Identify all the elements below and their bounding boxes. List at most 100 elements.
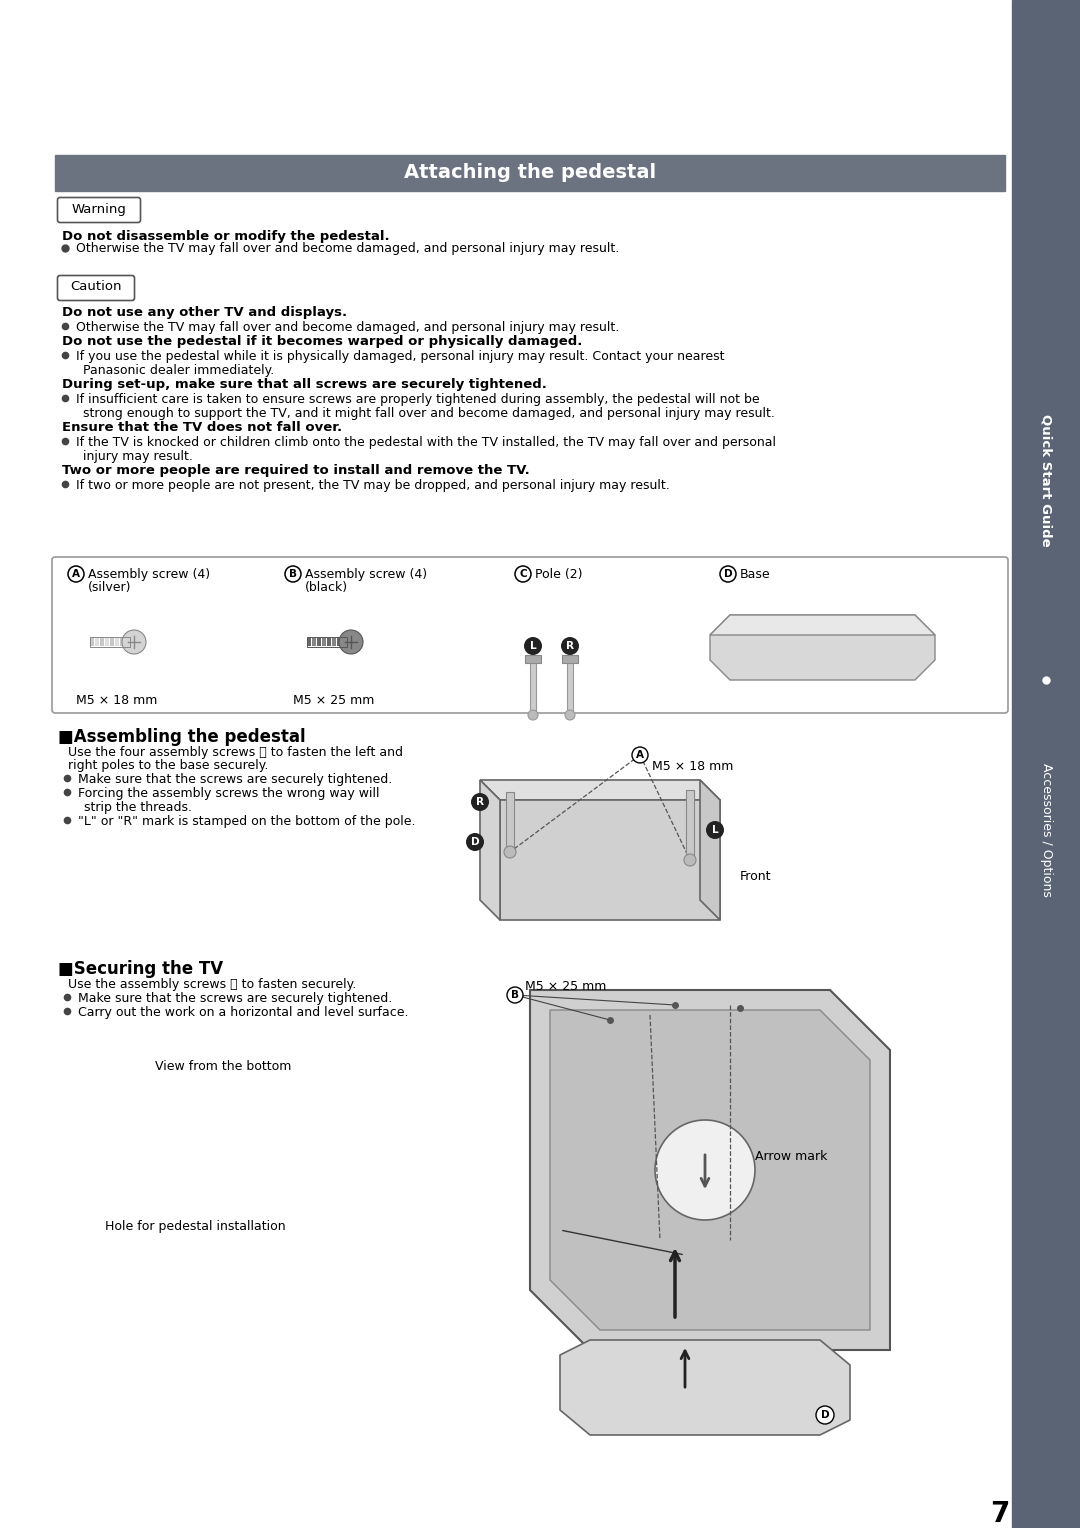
- Text: Ensure that the TV does not fall over.: Ensure that the TV does not fall over.: [62, 422, 342, 434]
- Polygon shape: [700, 779, 720, 920]
- Bar: [55, 154, 1005, 191]
- Text: If insufficient care is taken to ensure screws are properly tightened during ass: If insufficient care is taken to ensure …: [76, 393, 759, 406]
- Text: ■Securing the TV: ■Securing the TV: [58, 960, 224, 978]
- Text: L: L: [712, 825, 718, 834]
- Text: M5 × 18 mm: M5 × 18 mm: [652, 759, 733, 773]
- Text: Accessories / Options: Accessories / Options: [1039, 762, 1053, 897]
- Text: Carry out the work on a horizontal and level surface.: Carry out the work on a horizontal and l…: [78, 1005, 408, 1019]
- Text: Do not use any other TV and displays.: Do not use any other TV and displays.: [62, 306, 347, 319]
- Text: Warning: Warning: [71, 203, 126, 215]
- Bar: [125, 639, 129, 646]
- Bar: [90, 637, 130, 646]
- Circle shape: [504, 847, 516, 859]
- Circle shape: [507, 987, 523, 1002]
- Text: right poles to the base securely.: right poles to the base securely.: [68, 759, 268, 772]
- Text: ■Assembling the pedestal: ■Assembling the pedestal: [58, 727, 306, 746]
- Circle shape: [528, 711, 538, 720]
- Bar: [307, 639, 311, 646]
- Text: D: D: [724, 568, 732, 579]
- Circle shape: [565, 711, 575, 720]
- Text: Panasonic dealer immediately.: Panasonic dealer immediately.: [83, 364, 274, 377]
- Text: A: A: [72, 568, 80, 579]
- Bar: [90, 639, 94, 646]
- Text: If the TV is knocked or children climb onto the pedestal with the TV installed, : If the TV is knocked or children climb o…: [76, 435, 777, 449]
- Text: Otherwise the TV may fall over and become damaged, and personal injury may resul: Otherwise the TV may fall over and becom…: [76, 321, 619, 335]
- Text: Use the four assembly screws Ⓐ to fasten the left and: Use the four assembly screws Ⓐ to fasten…: [68, 746, 403, 759]
- Bar: [567, 660, 573, 715]
- FancyBboxPatch shape: [57, 275, 135, 301]
- Bar: [562, 656, 578, 663]
- Bar: [100, 639, 104, 646]
- Text: M5 × 25 mm: M5 × 25 mm: [525, 979, 606, 993]
- Bar: [337, 639, 341, 646]
- Text: R: R: [566, 642, 573, 651]
- Text: Front: Front: [740, 869, 771, 883]
- Text: strip the threads.: strip the threads.: [84, 801, 192, 814]
- Text: R: R: [476, 798, 484, 807]
- Text: B: B: [511, 990, 519, 999]
- Text: A: A: [636, 750, 644, 759]
- Polygon shape: [710, 614, 935, 680]
- Bar: [318, 639, 321, 646]
- Text: Caution: Caution: [70, 281, 122, 293]
- Circle shape: [561, 637, 579, 656]
- Text: D: D: [821, 1410, 829, 1420]
- Text: Forcing the assembly screws the wrong way will: Forcing the assembly screws the wrong wa…: [78, 787, 379, 801]
- Text: D: D: [471, 837, 480, 847]
- Polygon shape: [480, 779, 700, 900]
- Text: M5 × 25 mm: M5 × 25 mm: [293, 694, 375, 707]
- Text: injury may result.: injury may result.: [83, 451, 193, 463]
- Circle shape: [654, 1120, 755, 1219]
- Text: Assembly screw (4): Assembly screw (4): [87, 568, 211, 581]
- Circle shape: [524, 637, 542, 656]
- Bar: [332, 639, 336, 646]
- Text: Use the assembly screws Ⓑ to fasten securely.: Use the assembly screws Ⓑ to fasten secu…: [68, 978, 356, 992]
- Polygon shape: [480, 779, 500, 920]
- Text: M5 × 18 mm: M5 × 18 mm: [76, 694, 158, 707]
- Text: Do not disassemble or modify the pedestal.: Do not disassemble or modify the pedesta…: [62, 231, 390, 243]
- FancyBboxPatch shape: [57, 197, 140, 223]
- Text: If you use the pedestal while it is physically damaged, personal injury may resu: If you use the pedestal while it is phys…: [76, 350, 725, 364]
- Bar: [120, 639, 124, 646]
- Circle shape: [471, 793, 489, 811]
- Text: Do not use the pedestal if it becomes warped or physically damaged.: Do not use the pedestal if it becomes wa…: [62, 335, 582, 348]
- Bar: [327, 639, 330, 646]
- Circle shape: [720, 565, 735, 582]
- Text: Make sure that the screws are securely tightened.: Make sure that the screws are securely t…: [78, 992, 392, 1005]
- Text: 7: 7: [990, 1500, 1010, 1528]
- Text: Base: Base: [740, 568, 771, 581]
- Text: (black): (black): [305, 581, 348, 594]
- Bar: [110, 639, 114, 646]
- Text: Attaching the pedestal: Attaching the pedestal: [404, 163, 656, 182]
- Bar: [1012, 0, 1080, 1528]
- Bar: [525, 656, 541, 663]
- Text: Two or more people are required to install and remove the TV.: Two or more people are required to insta…: [62, 465, 530, 477]
- Text: Otherwise the TV may fall over and become damaged, and personal injury may resul: Otherwise the TV may fall over and becom…: [76, 241, 619, 255]
- Bar: [507, 792, 514, 853]
- Text: (silver): (silver): [87, 581, 132, 594]
- Circle shape: [122, 630, 146, 654]
- Bar: [530, 660, 536, 715]
- Polygon shape: [561, 1340, 850, 1435]
- Bar: [114, 639, 119, 646]
- Text: C: C: [519, 568, 527, 579]
- Text: Arrow mark: Arrow mark: [755, 1151, 827, 1163]
- Polygon shape: [500, 801, 720, 920]
- Circle shape: [632, 747, 648, 762]
- Text: B: B: [289, 568, 297, 579]
- Text: "L" or "R" mark is stamped on the bottom of the pole.: "L" or "R" mark is stamped on the bottom…: [78, 814, 416, 828]
- Bar: [322, 639, 326, 646]
- Text: During set-up, make sure that all screws are securely tightened.: During set-up, make sure that all screws…: [62, 377, 546, 391]
- Bar: [95, 639, 99, 646]
- Circle shape: [515, 565, 531, 582]
- Text: L: L: [529, 642, 537, 651]
- Bar: [686, 790, 694, 860]
- Bar: [312, 639, 316, 646]
- Text: Make sure that the screws are securely tightened.: Make sure that the screws are securely t…: [78, 773, 392, 785]
- Circle shape: [816, 1406, 834, 1424]
- Bar: [105, 639, 109, 646]
- Text: Quick Start Guide: Quick Start Guide: [1039, 414, 1053, 547]
- Bar: [342, 639, 346, 646]
- Circle shape: [285, 565, 301, 582]
- Text: Hole for pedestal installation: Hole for pedestal installation: [105, 1219, 285, 1233]
